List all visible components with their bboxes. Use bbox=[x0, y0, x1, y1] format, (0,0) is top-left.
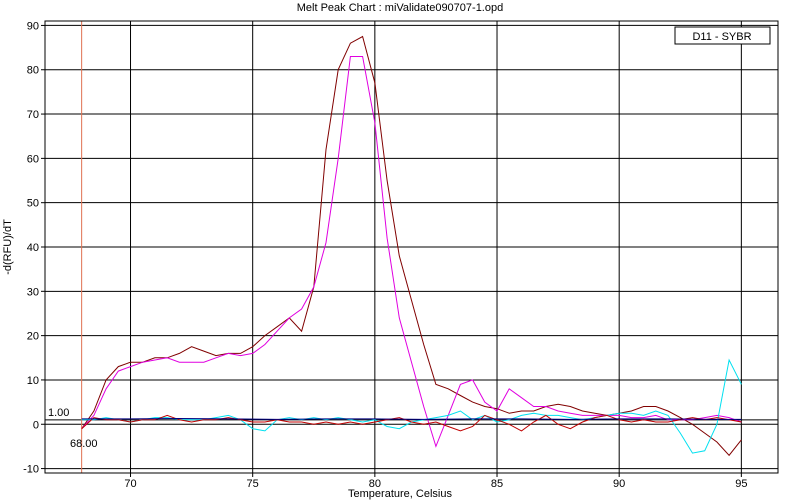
plot-series bbox=[45, 21, 778, 473]
threshold-label: 1.00 bbox=[48, 407, 69, 419]
y-axis-label: -d(RFU)/dT bbox=[2, 219, 14, 275]
x-tick-label: 75 bbox=[247, 478, 259, 490]
y-tick-label: 50 bbox=[27, 198, 39, 210]
chart-title: Melt Peak Chart : miValidate090707-1.opd bbox=[297, 2, 503, 14]
y-tick-label: 90 bbox=[27, 20, 39, 32]
x-tick-label: 70 bbox=[124, 478, 136, 490]
plot-frame bbox=[44, 20, 779, 474]
x-tick-label: 95 bbox=[735, 478, 747, 490]
x-tick-label: 80 bbox=[369, 478, 381, 490]
series-line-4 bbox=[81, 414, 742, 432]
legend: D11 - SYBR bbox=[674, 26, 771, 45]
marker-label: 68.00 bbox=[70, 438, 98, 450]
legend-label: D11 - SYBR bbox=[692, 31, 751, 43]
y-tick-label: 30 bbox=[27, 286, 39, 298]
x-axis-label: Temperature, Celsius bbox=[348, 488, 452, 500]
series-line-2 bbox=[81, 56, 742, 448]
y-tick-label: 20 bbox=[27, 331, 39, 343]
y-tick-label: 40 bbox=[27, 242, 39, 254]
series-line-1 bbox=[81, 35, 742, 457]
y-tick-label: 80 bbox=[27, 65, 39, 77]
legend-box bbox=[674, 26, 771, 45]
axis-ticks: 70 75 80 85 90 95 -10 0 10 20 30 40 50 60 70 80 90 bbox=[23, 20, 747, 490]
y-tick-label: 10 bbox=[27, 375, 39, 387]
grid-lines bbox=[45, 21, 778, 473]
x-tick-label: 85 bbox=[491, 478, 503, 490]
y-tick-label: 70 bbox=[27, 109, 39, 121]
x-tick-label: 90 bbox=[613, 478, 625, 490]
y-tick-label: 60 bbox=[27, 153, 39, 165]
y-tick-label: 0 bbox=[33, 419, 39, 431]
y-tick-label: -10 bbox=[23, 464, 39, 476]
series-line-5 bbox=[81, 417, 742, 420]
